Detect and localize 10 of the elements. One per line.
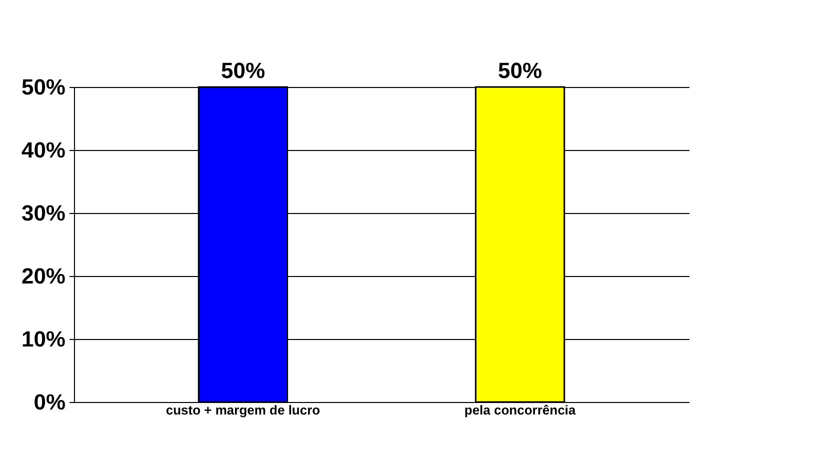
x-tick-label: custo + margem de lucro (166, 402, 320, 418)
y-tick-label: 20% (21, 264, 66, 288)
x-tick-label: pela concorrência (464, 402, 576, 418)
data-label: 50% (220, 58, 266, 83)
y-tick-label: 10% (21, 326, 66, 352)
y-tick-label: 30% (21, 200, 66, 226)
y-tick-label: 0% (34, 390, 66, 414)
y-tick-label: 40% (21, 138, 66, 162)
data-label: 50% (498, 58, 542, 83)
y-tick-label: 50% (21, 74, 66, 100)
